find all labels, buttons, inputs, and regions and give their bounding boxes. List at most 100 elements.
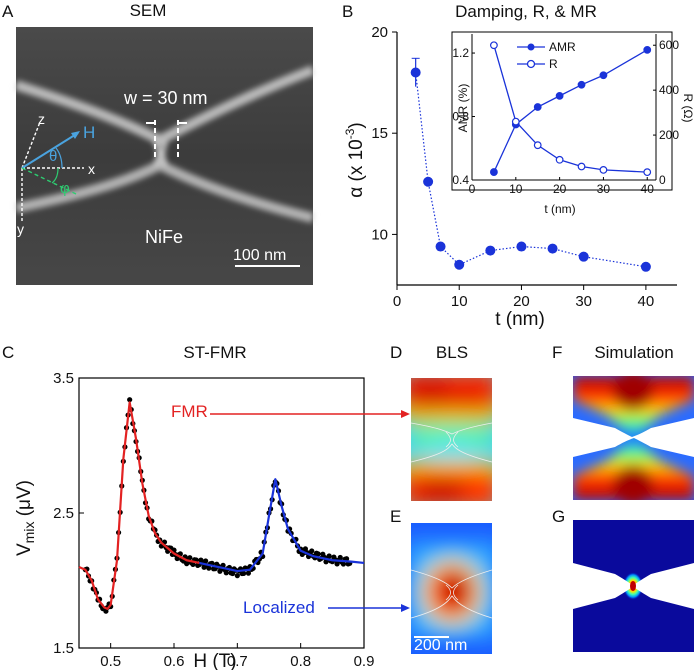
panel-b: B Damping, R, & MR α (x 10-3) t (nm) 0 10…	[342, 2, 695, 330]
panel-f: F Simulation	[552, 343, 694, 500]
chart-c-xtick-label: 0.8	[290, 653, 311, 670]
inset-xtick-label: 40	[641, 182, 655, 196]
chart-b-point	[578, 251, 589, 262]
panel-letter-g: G	[552, 507, 565, 526]
simulation-fmr-map	[573, 376, 694, 500]
chart-c-data-point	[241, 570, 247, 577]
chart-b-ytick-label: 15	[371, 125, 388, 142]
inset-series-AMR-point	[533, 103, 542, 111]
fmr-annotation: FMR	[171, 402, 208, 421]
chart-c-xlabel: H (T)	[193, 651, 236, 670]
panel-letter-f: F	[552, 343, 562, 362]
chart-b-xtick-label: 40	[638, 293, 655, 310]
phi-label: φ	[60, 180, 70, 197]
inset-ytick-left-label: 1.2	[452, 46, 469, 60]
inset-ytick-right-label: 200	[659, 128, 679, 142]
simulation-wire-right	[635, 563, 694, 609]
chart-c-data-point	[315, 551, 321, 557]
chart-b-xtick-label: 20	[513, 293, 530, 310]
chart-c-xtick-label: 0.5	[100, 653, 121, 670]
panel-letter-b: B	[342, 2, 353, 21]
chart-b-point	[485, 245, 496, 256]
inset-series-R-point	[643, 168, 652, 177]
chart-b-point	[410, 67, 421, 78]
inset-series-R-point	[533, 141, 542, 150]
chart-c-data-point	[309, 548, 315, 554]
inset-xtick-label: 10	[509, 182, 523, 196]
bls-localized-map	[411, 523, 492, 654]
inset-ylabel-right: R (Ω)	[681, 94, 695, 123]
panel-e: E 200 nm	[390, 507, 492, 654]
inset-series-AMR-point	[643, 45, 652, 54]
sem-width-marker	[146, 120, 187, 160]
inset-xtick-label: 30	[597, 182, 611, 196]
chart-c-ylabel: Vmix (μV)	[14, 480, 37, 556]
chart-b-xtick-label: 10	[451, 293, 468, 310]
axis-y-label: y	[17, 221, 24, 237]
simulation-wire-left	[573, 563, 631, 609]
inset-ytick-right-label: 400	[659, 83, 679, 97]
chart-c-xtick-label: 0.6	[164, 653, 185, 670]
chart-c-fit-localized-line	[199, 478, 365, 573]
inset-legend: AMR R	[517, 40, 576, 71]
bls-title: BLS	[436, 343, 468, 362]
sem-width-label: w = 30 nm	[123, 88, 208, 108]
chart-c-data-point	[206, 565, 212, 571]
chart-b-point	[516, 241, 527, 252]
simulation-title: Simulation	[594, 343, 673, 362]
bls-fmr-map	[411, 378, 492, 501]
chart-c-data-point	[326, 553, 332, 559]
legend-amr-label: AMR	[549, 40, 576, 54]
inset-series-R-point	[599, 165, 608, 174]
legend-r-marker	[526, 59, 536, 69]
inset-xlabel: t (nm)	[544, 202, 575, 216]
chart-c-data-point	[187, 555, 193, 561]
theta-label: θ	[49, 148, 57, 165]
chart-b-point	[423, 176, 434, 187]
chart-c-ytick-label: 1.5	[53, 640, 74, 657]
chart-b-inset: AMR (%) R (Ω) t (nm) 0 10 20 30 40 0.4 0.8 1.2 0…	[451, 31, 695, 216]
inset-series-R-point	[490, 41, 498, 50]
chart-c-data-point	[234, 573, 240, 579]
chart-c-data-point	[190, 561, 196, 568]
panel-letter-c: C	[2, 343, 14, 362]
chart-c-data-point	[203, 558, 209, 564]
sem-wire-edges	[14, 65, 315, 223]
chart-c-data-point	[229, 570, 236, 577]
chart-c-data-point	[337, 554, 343, 561]
sem-title: SEM	[130, 1, 167, 20]
chart-c-ytick-label: 2.5	[53, 505, 74, 522]
inset-ytick-left-label: 0.4	[452, 173, 469, 187]
simulation-localized-map	[573, 520, 694, 652]
chart-b-xlabel: t (nm)	[495, 309, 545, 330]
panel-d: D BLS	[390, 343, 492, 501]
inset-series-R-point	[555, 155, 564, 164]
chart-c-fit-fmr-line	[78, 401, 200, 610]
sem-material-label: NiFe	[145, 227, 183, 247]
inset-ytick-left-label: 0.8	[452, 110, 469, 124]
localized-annotation: Localized	[243, 598, 315, 617]
chart-b-point	[640, 261, 651, 272]
coordinate-axes: x y z H θ φ	[17, 111, 95, 237]
chart-c-data-point	[223, 570, 229, 576]
legend-amr-marker	[527, 43, 535, 51]
chart-b-ylabel: α (x 10-3)	[343, 122, 367, 198]
chart-b-ytick-label: 20	[371, 24, 388, 41]
inset-series-R-point	[511, 117, 520, 126]
simulation-wire-mask	[573, 418, 694, 457]
inset-ytick-right-label: 0	[659, 173, 666, 187]
field-h-label: H	[83, 123, 95, 142]
bls-scale-label: 200 nm	[414, 637, 467, 654]
inset-series-AMR-point	[577, 80, 586, 89]
chart-c-xtick-label: 0.9	[354, 653, 375, 670]
inset-series-AMR-point	[490, 168, 498, 176]
chart-b-point	[435, 241, 446, 252]
panel-letter-d: D	[390, 343, 402, 362]
inset-xtick-label: 0	[469, 182, 476, 196]
chart-b-xtick-label: 30	[575, 293, 592, 310]
axis-x-label: x	[88, 161, 95, 177]
localized-arrow	[328, 604, 410, 612]
inset-xtick-label: 20	[553, 182, 567, 196]
chart-b-xtick-label: 0	[393, 293, 401, 310]
